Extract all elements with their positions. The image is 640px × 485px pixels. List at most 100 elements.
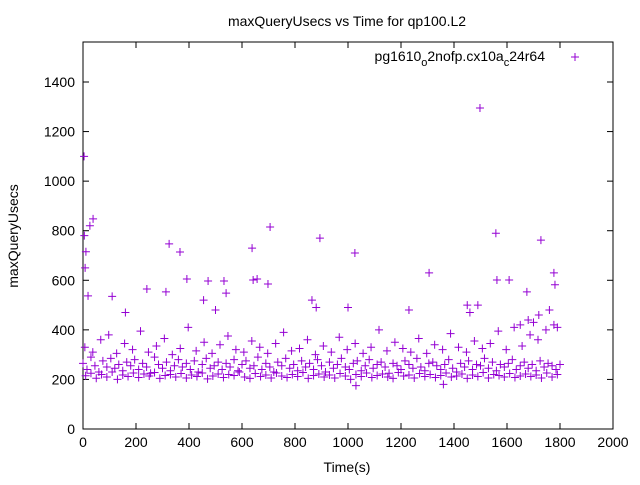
data-point: [410, 373, 419, 382]
data-point: [526, 330, 535, 339]
x-tick-label: 0: [79, 434, 87, 450]
y-tick-label: 0: [67, 421, 75, 437]
data-point: [200, 338, 209, 347]
legend-marker-icon: [571, 53, 579, 61]
data-point: [465, 308, 474, 317]
data-point: [505, 276, 514, 285]
data-point: [516, 371, 525, 380]
data-point: [307, 296, 316, 305]
data-point: [283, 373, 292, 382]
data-point: [309, 371, 318, 380]
data-point: [404, 370, 413, 379]
data-point: [361, 361, 370, 370]
data-point: [190, 356, 199, 365]
data-point: [556, 360, 564, 369]
data-point: [341, 371, 350, 380]
data-point: [303, 335, 312, 344]
x-tick-label: 1600: [491, 434, 522, 450]
data-point: [271, 339, 280, 348]
data-point: [526, 372, 535, 381]
data-point: [430, 340, 439, 349]
x-tick-label: 1400: [438, 434, 469, 450]
data-point: [522, 287, 531, 296]
data-point: [330, 373, 339, 382]
data-point: [524, 364, 533, 373]
data-point: [505, 369, 514, 378]
data-point: [365, 355, 374, 364]
y-axis-label: maxQueryUsecs: [5, 184, 21, 287]
data-point: [491, 229, 500, 238]
data-point: [393, 361, 402, 370]
data-point: [138, 359, 147, 368]
data-point: [414, 334, 423, 343]
data-point: [104, 330, 113, 339]
data-point: [367, 343, 376, 352]
data-point: [251, 369, 260, 378]
data-point: [261, 370, 270, 379]
data-point: [473, 301, 482, 310]
data-point: [545, 306, 554, 315]
data-point: [404, 360, 413, 369]
data-point: [529, 318, 538, 327]
data-point: [192, 346, 201, 355]
data-point: [315, 234, 324, 243]
data-point: [130, 355, 139, 364]
data-point: [198, 368, 207, 377]
data-point: [536, 236, 545, 245]
data-point: [470, 337, 479, 346]
data-point: [222, 289, 231, 298]
data-point: [510, 323, 519, 332]
data-point: [113, 375, 122, 384]
data-point: [304, 374, 313, 383]
data-point: [295, 344, 304, 353]
data-point: [345, 365, 354, 374]
data-point: [187, 370, 196, 379]
data-point: [367, 373, 376, 382]
data-point: [214, 358, 223, 367]
data-point: [313, 355, 322, 364]
data-point: [298, 368, 307, 377]
data-point: [534, 310, 543, 319]
data-point: [428, 358, 437, 367]
data-point: [351, 339, 360, 348]
data-point: [377, 358, 386, 367]
data-point: [80, 152, 89, 161]
x-tick-label: 800: [283, 434, 307, 450]
data-point: [500, 363, 509, 372]
data-point: [161, 287, 170, 296]
data-point: [247, 337, 256, 346]
data-point: [86, 369, 95, 378]
y-tick-label: 1000: [44, 173, 75, 189]
data-point: [500, 372, 509, 381]
data-point: [369, 364, 378, 373]
data-point: [516, 320, 525, 329]
data-point: [277, 371, 286, 380]
data-point: [420, 372, 429, 381]
data-point: [440, 360, 449, 369]
data-point: [439, 380, 448, 389]
data-point: [383, 372, 392, 381]
data-point: [553, 370, 562, 379]
data-point: [528, 360, 537, 369]
data-point: [494, 327, 503, 336]
data-point: [216, 340, 225, 349]
data-point: [79, 359, 87, 368]
data-point: [446, 329, 455, 338]
data-point: [335, 333, 344, 342]
data-point: [394, 368, 403, 377]
data-point: [550, 280, 559, 289]
data-point: [327, 348, 336, 357]
data-point: [492, 276, 501, 285]
data-point: [98, 356, 107, 365]
data-point: [182, 275, 191, 284]
data-point: [249, 361, 258, 370]
data-point: [219, 373, 228, 382]
data-point: [495, 371, 504, 380]
data-point: [452, 371, 461, 380]
data-point: [329, 364, 338, 373]
data-point: [484, 364, 493, 373]
data-point: [239, 348, 248, 357]
data-point: [106, 354, 115, 363]
data-point: [416, 363, 425, 372]
